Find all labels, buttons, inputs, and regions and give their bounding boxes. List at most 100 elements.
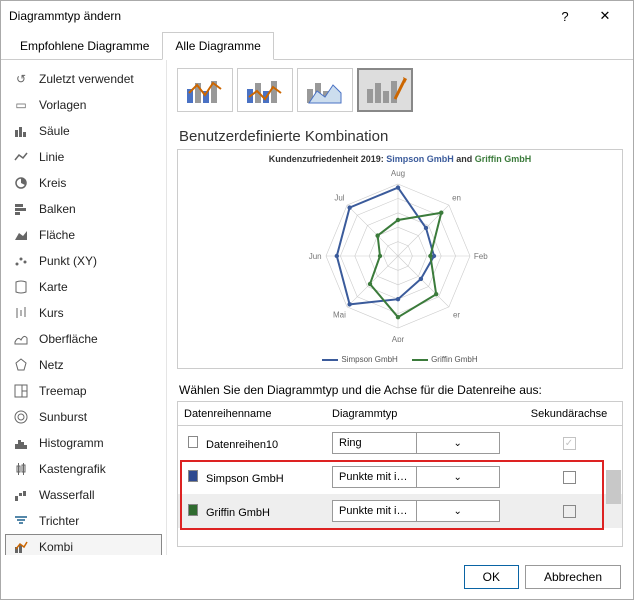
chevron-down-icon: ⌄ — [416, 433, 500, 453]
preview-legend: Simpson GmbH Griffin GmbH — [178, 354, 622, 365]
dialog-footer: OK Abbrechen — [1, 555, 633, 599]
scrollbar-thumb[interactable] — [606, 470, 621, 504]
treemap-icon — [13, 383, 29, 399]
series-select-label: Wählen Sie den Diagrammtyp und die Achse… — [179, 383, 623, 397]
recent-icon: ↺ — [13, 71, 29, 87]
sidebar-item-pie[interactable]: Kreis — [5, 170, 162, 196]
series-row: Datenreihen10 Ring⌄ ✓ — [178, 426, 622, 460]
sidebar-item-label: Linie — [39, 150, 64, 164]
series-name-cell: Griffin GmbH — [178, 504, 326, 519]
cancel-button[interactable]: Abbrechen — [525, 565, 621, 589]
chart-category-sidebar: ↺ Zuletzt verwendet ▭ Vorlagen Säule Linie… — [1, 60, 167, 555]
sidebar-item-histogram[interactable]: Histogramm — [5, 430, 162, 456]
sidebar-item-label: Zuletzt verwendet — [39, 72, 134, 86]
tab-all[interactable]: Alle Diagramme — [162, 32, 273, 60]
sunburst-icon — [13, 409, 29, 425]
variant-1[interactable] — [177, 68, 233, 112]
variant-2[interactable] — [237, 68, 293, 112]
secondary-axis-checkbox[interactable] — [563, 471, 576, 484]
funnel-icon — [13, 513, 29, 529]
sidebar-item-combo[interactable]: Kombi — [5, 534, 162, 555]
tabstrip: Empfohlene Diagramme Alle Diagramme — [1, 31, 633, 60]
sidebar-item-box[interactable]: Kastengrafik — [5, 456, 162, 482]
bar-icon — [13, 201, 29, 217]
svg-text:Aug: Aug — [391, 169, 405, 178]
sidebar-item-bar[interactable]: Balken — [5, 196, 162, 222]
secondary-axis-checkbox[interactable]: ✓ — [563, 437, 576, 450]
sidebar-item-column[interactable]: Säule — [5, 118, 162, 144]
variant-4-custom[interactable] — [357, 68, 413, 112]
chart-type-dropdown[interactable]: Punkte mit interpolie...⌄ — [332, 466, 500, 488]
combo-icon — [13, 539, 29, 555]
tab-recommended[interactable]: Empfohlene Diagramme — [7, 32, 162, 60]
close-button[interactable]: ✕ — [585, 2, 625, 30]
sidebar-item-map[interactable]: Karte — [5, 274, 162, 300]
radar-icon — [13, 357, 29, 373]
sidebar-item-label: Karte — [39, 280, 68, 294]
waterfall-icon — [13, 487, 29, 503]
sidebar-item-radar[interactable]: Netz — [5, 352, 162, 378]
map-icon — [13, 279, 29, 295]
header-type: Diagrammtyp — [326, 408, 516, 420]
svg-text:Apr: Apr — [392, 335, 405, 342]
stock-icon — [13, 305, 29, 321]
variant-row — [177, 68, 623, 112]
sidebar-item-label: Balken — [39, 202, 76, 216]
boxplot-icon — [13, 461, 29, 477]
surface-icon — [13, 331, 29, 347]
sidebar-item-label: Fläche — [39, 228, 75, 242]
sidebar-item-label: Oberfläche — [39, 332, 98, 346]
header-name: Datenreihenname — [178, 408, 326, 420]
series-swatch — [188, 436, 198, 448]
sidebar-item-funnel[interactable]: Trichter — [5, 508, 162, 534]
templates-icon: ▭ — [13, 97, 29, 113]
svg-text:en: en — [452, 193, 461, 202]
series-swatch — [188, 504, 198, 516]
svg-text:Jul: Jul — [334, 193, 344, 202]
change-chart-type-dialog: Diagrammtyp ändern ? ✕ Empfohlene Diagra… — [0, 0, 634, 600]
series-swatch — [188, 470, 198, 482]
series-name-cell: Datenreihen10 — [178, 436, 326, 451]
chevron-down-icon: ⌄ — [416, 467, 500, 487]
sidebar-item-label: Kurs — [39, 306, 64, 320]
series-row: Simpson GmbH Punkte mit interpolie...⌄ — [178, 460, 622, 494]
dialog-content: ↺ Zuletzt verwendet ▭ Vorlagen Säule Linie… — [1, 60, 633, 555]
help-button[interactable]: ? — [545, 2, 585, 30]
sidebar-item-label: Trichter — [39, 514, 79, 528]
scatter-icon — [13, 253, 29, 269]
chart-preview: Kundenzufriedenheit 2019: Simpson GmbH a… — [177, 149, 623, 369]
line-icon — [13, 149, 29, 165]
sidebar-item-label: Vorlagen — [39, 98, 86, 112]
window-controls: ? ✕ — [545, 2, 625, 30]
sidebar-item-scatter[interactable]: Punkt (XY) — [5, 248, 162, 274]
sidebar-item-area[interactable]: Fläche — [5, 222, 162, 248]
sidebar-item-waterfall[interactable]: Wasserfall — [5, 482, 162, 508]
sidebar-item-label: Kreis — [39, 176, 66, 190]
sidebar-item-label: Kastengrafik — [39, 462, 106, 476]
sidebar-item-surface[interactable]: Oberfläche — [5, 326, 162, 352]
chart-type-dropdown[interactable]: Punkte mit interpolie...⌄ — [332, 500, 500, 522]
sidebar-item-sunburst[interactable]: Sunburst — [5, 404, 162, 430]
svg-text:Jun: Jun — [309, 252, 322, 261]
radar-chart: AugenFeberAprMaiJunJul — [178, 164, 622, 342]
header-secondary: Sekundärachse — [516, 408, 622, 420]
sidebar-item-label: Säule — [39, 124, 70, 138]
sidebar-item-line[interactable]: Linie — [5, 144, 162, 170]
grid-header: Datenreihenname Diagrammtyp Sekundärachs… — [178, 402, 622, 426]
pie-icon — [13, 175, 29, 191]
sidebar-item-treemap[interactable]: Treemap — [5, 378, 162, 404]
series-row: Griffin GmbH Punkte mit interpolie...⌄ — [178, 494, 622, 528]
variant-3[interactable] — [297, 68, 353, 112]
sidebar-item-label: Histogramm — [39, 436, 104, 450]
ok-button[interactable]: OK — [464, 565, 519, 589]
histogram-icon — [13, 435, 29, 451]
column-icon — [13, 123, 29, 139]
sidebar-item-stock[interactable]: Kurs — [5, 300, 162, 326]
sidebar-item-recent[interactable]: ↺ Zuletzt verwendet — [5, 66, 162, 92]
dialog-title: Diagrammtyp ändern — [9, 9, 121, 23]
preview-title: Kundenzufriedenheit 2019: Simpson GmbH a… — [178, 150, 622, 164]
secondary-axis-checkbox[interactable] — [563, 505, 576, 518]
svg-text:Mai: Mai — [333, 311, 346, 320]
chart-type-dropdown[interactable]: Ring⌄ — [332, 432, 500, 454]
sidebar-item-templates[interactable]: ▭ Vorlagen — [5, 92, 162, 118]
